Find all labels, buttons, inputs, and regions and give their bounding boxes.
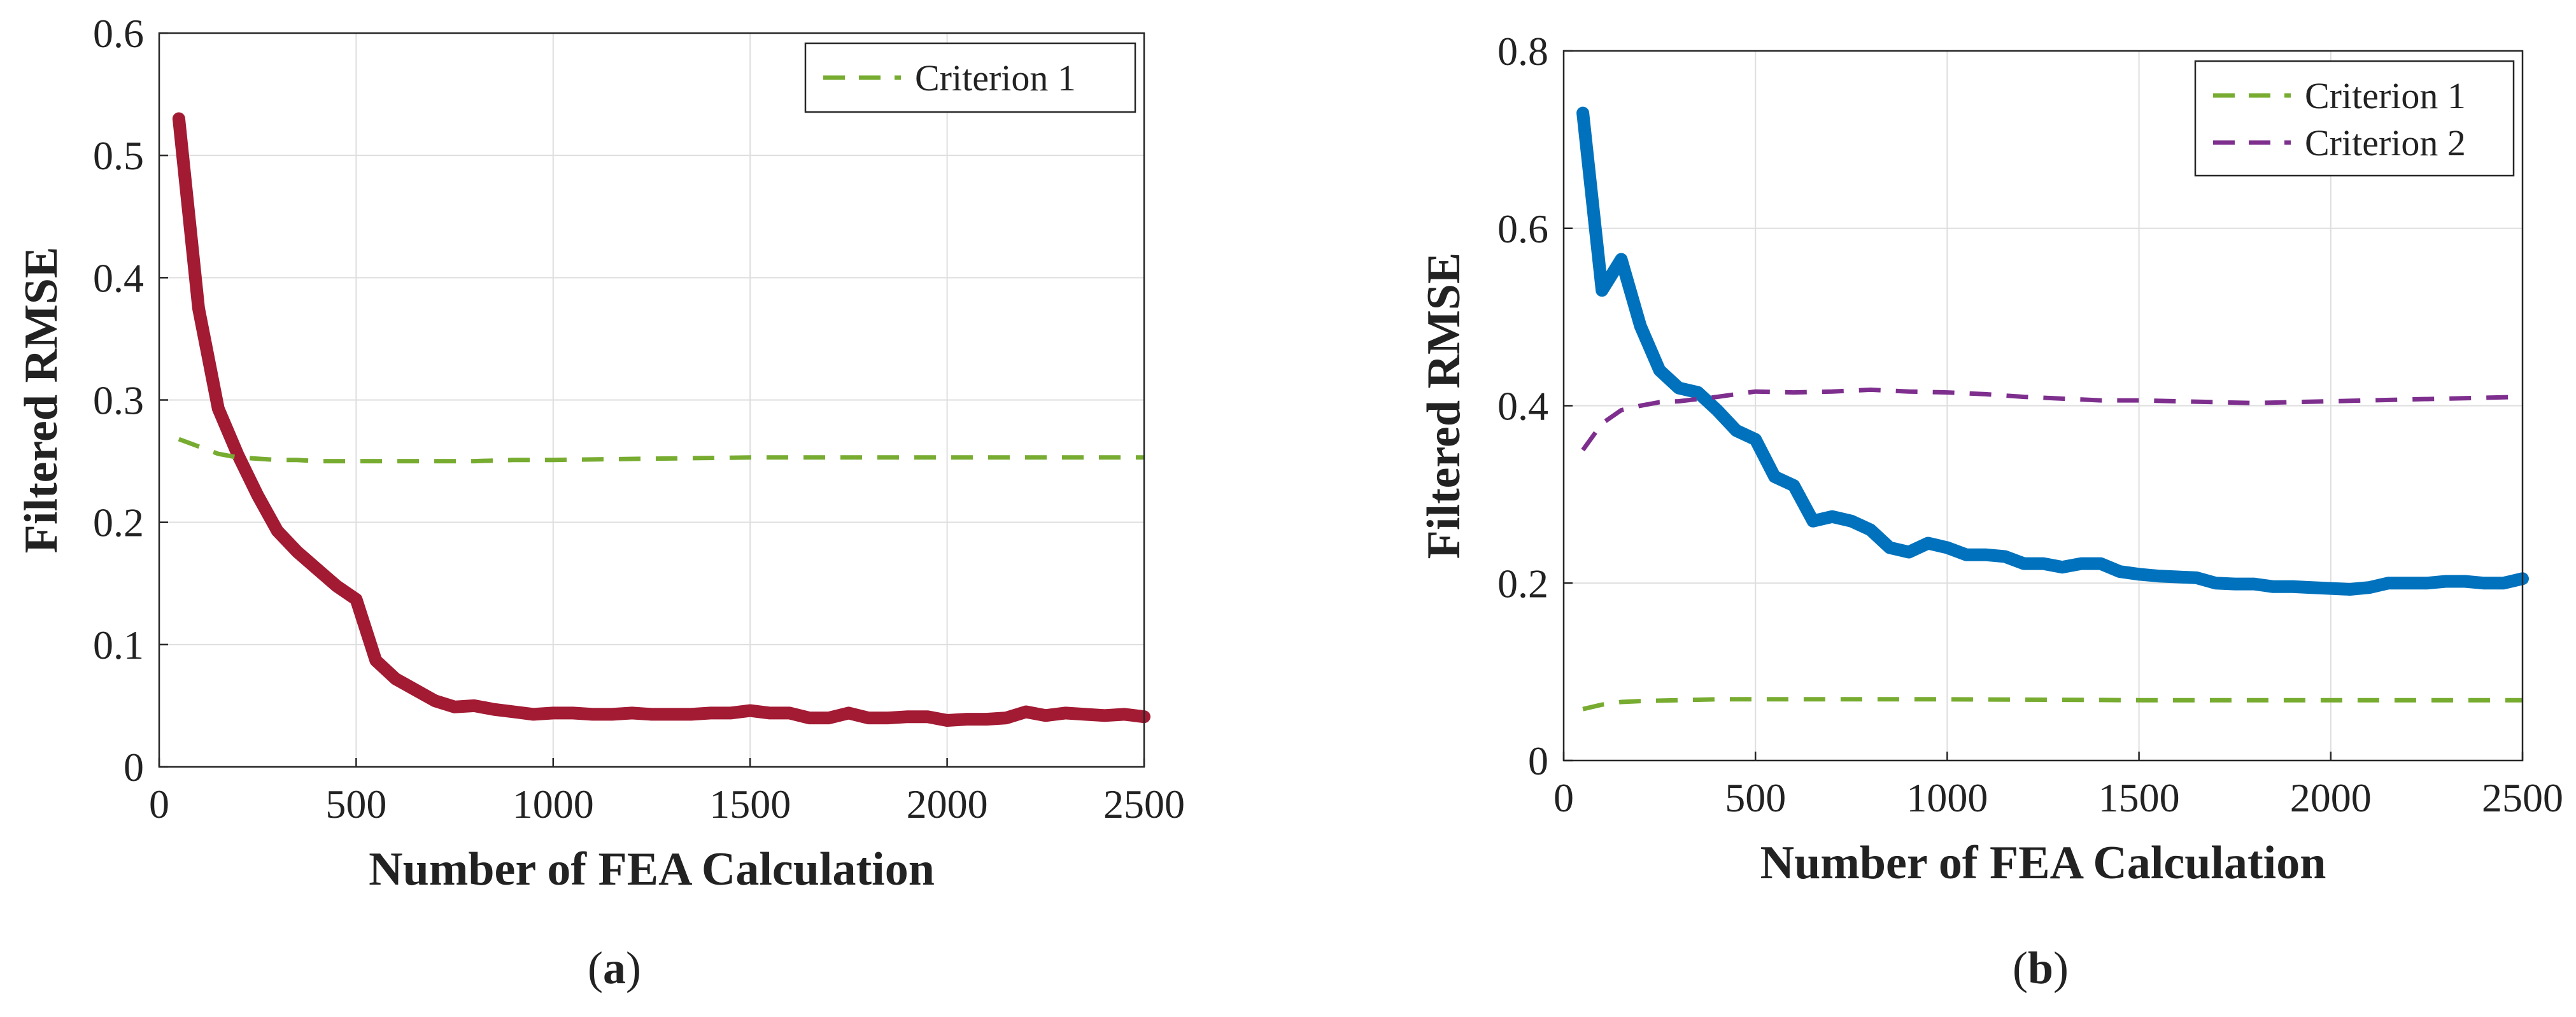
chart-b-y-tick-label: 0 (1528, 738, 1548, 783)
chart-a-caption-letter: a (603, 943, 626, 993)
chart-b-y-tick-label: 0.8 (1497, 29, 1548, 74)
chart-a-y-tick-label: 0.5 (93, 133, 144, 178)
chart-a-y-tick-label: 0.6 (93, 11, 144, 56)
chart-a-x-axis-label: Number of FEA Calculation (369, 843, 935, 895)
chart-b-caption-close: ) (2053, 943, 2069, 993)
chart-b-y-tick-label: 0.2 (1497, 561, 1548, 606)
chart-a-x-tick-label: 500 (325, 782, 386, 827)
chart-b-legend-label-criterion-1: Criterion 1 (2305, 75, 2466, 116)
chart-a-x-tick-label: 1500 (709, 782, 791, 827)
chart-a-caption-close: ) (626, 943, 641, 993)
chart-b-x-tick-label: 2500 (2482, 775, 2563, 820)
chart-a-x-tick-label: 0 (149, 782, 169, 827)
chart-panel-a: 0 500 1000 1500 2000 2500 0 0.1 0.2 0.3 0.4 0.5 0.6 N… (15, 11, 1185, 993)
chart-a-caption-open: ( (588, 943, 603, 993)
chart-panel-b: 0 500 1000 1500 2000 2500 0 0.2 0.4 0.6 0.8 Number … (1418, 29, 2563, 993)
chart-a-y-tick-label: 0.2 (93, 500, 144, 545)
chart-a-y-tick-label: 0.3 (93, 378, 144, 423)
chart-b-caption-open: ( (2013, 943, 2028, 993)
chart-b-y-tick-label: 0.6 (1497, 206, 1548, 251)
chart-b-x-tick-label: 1000 (1906, 775, 1988, 820)
chart-b-series-criterion-2-line (1581, 387, 2523, 452)
chart-b-x-axis-label: Number of FEA Calculation (1760, 837, 2326, 889)
chart-b-y-tick-label: 0.4 (1497, 384, 1548, 429)
chart-a-y-axis-label: Filtered RMSE (15, 247, 67, 554)
chart-b-x-tick-label: 500 (1725, 775, 1786, 820)
chart-b-caption: (b) (2013, 943, 2069, 993)
chart-a-legend: Criterion 1 (804, 42, 1136, 113)
chart-b-x-tick-label: 1500 (2098, 775, 2180, 820)
chart-a-y-tick-label: 0.1 (93, 622, 144, 668)
chart-b-legend-box (2194, 60, 2515, 177)
chart-b-series-criterion-1-line (1582, 697, 2523, 712)
chart-a-x-tick-label: 2500 (1103, 782, 1185, 827)
chart-a-x-tick-label: 1000 (513, 782, 594, 827)
chart-b-series-rmse-line (1576, 106, 2529, 596)
chart-a-y-tick-label: 0.4 (93, 255, 144, 300)
chart-a-series-criterion-1-line (178, 437, 1144, 464)
chart-a-caption: (a) (588, 943, 641, 993)
chart-a-legend-label-criterion-1: Criterion 1 (915, 57, 1076, 99)
chart-b-x-tick-label: 0 (1553, 775, 1574, 820)
chart-b-legend: Criterion 1 Criterion 2 (2194, 60, 2515, 177)
chart-a-series-rmse-line (172, 112, 1150, 727)
chart-b-caption-letter: b (2028, 943, 2053, 993)
chart-a-x-tick-label: 2000 (907, 782, 988, 827)
chart-b-legend-label-criterion-2: Criterion 2 (2305, 122, 2466, 164)
chart-b-y-axis-label: Filtered RMSE (1418, 253, 1470, 559)
chart-b-x-tick-label: 2000 (2290, 775, 2372, 820)
chart-a-y-tick-label: 0 (124, 745, 144, 790)
chart-a-legend-box (804, 42, 1136, 113)
